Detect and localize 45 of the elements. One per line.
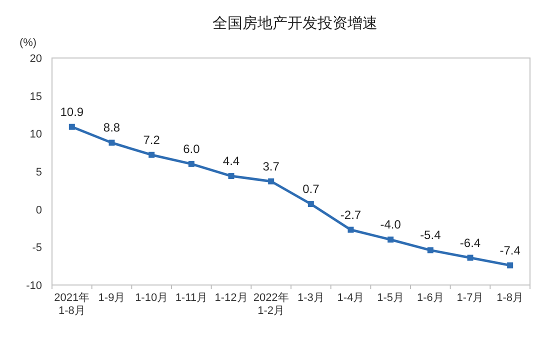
point bbox=[467, 254, 474, 261]
point bbox=[388, 236, 394, 243]
data-label: 4.4 bbox=[222, 154, 240, 168]
x-tick-label: 1-5月 bbox=[377, 292, 404, 304]
x-tick-label: 2021年 1-8月 bbox=[54, 292, 90, 318]
x-tick-label: 1-12月 bbox=[214, 292, 248, 304]
point bbox=[148, 152, 155, 158]
y-tick-label: 15 bbox=[30, 90, 42, 103]
x-tick-label: 1-10月 bbox=[135, 292, 168, 304]
data-label: 0.7 bbox=[302, 182, 320, 196]
title: 全国房地产开发投资增速 bbox=[212, 15, 378, 32]
point bbox=[68, 124, 75, 130]
y-tick-label: 5 bbox=[36, 166, 42, 178]
data-label: -7.4 bbox=[500, 243, 521, 258]
x-tick-label: 1-7月 bbox=[456, 292, 484, 304]
y-tick-label: 0 bbox=[36, 204, 42, 216]
data-label: 6.0 bbox=[183, 142, 200, 156]
x-tick-label: 1-11月 bbox=[175, 292, 208, 304]
data-label: 8.8 bbox=[103, 120, 120, 135]
x-tick-label: 1-9月 bbox=[98, 292, 126, 304]
x-tick-label: 1-8月 bbox=[496, 292, 524, 304]
y-tick-label: -5 bbox=[32, 242, 42, 254]
x-tick-label: 2022年 1-2月 bbox=[253, 292, 289, 318]
x-tick-label: 1-6月 bbox=[416, 292, 444, 304]
data-label: -2.7 bbox=[340, 208, 362, 222]
data-label: 3.7 bbox=[262, 159, 280, 174]
point bbox=[108, 140, 115, 146]
data-label: -4.0 bbox=[380, 218, 402, 232]
x-tick-label: 1-4月 bbox=[337, 292, 364, 304]
data-label: -5.4 bbox=[420, 228, 442, 242]
ylabel: (%) bbox=[19, 37, 37, 49]
x-tick-label: 1-3月 bbox=[297, 292, 324, 304]
y-tick-label: -10 bbox=[26, 280, 42, 292]
data-label: -6.4 bbox=[460, 236, 481, 250]
y-tick-label: 10 bbox=[30, 128, 42, 141]
point bbox=[228, 173, 234, 180]
point bbox=[308, 201, 314, 208]
data-label: 10.9 bbox=[60, 104, 84, 119]
y-tick-label: 20 bbox=[30, 53, 42, 65]
point bbox=[268, 178, 274, 184]
point bbox=[507, 262, 514, 268]
point bbox=[427, 247, 434, 254]
point bbox=[348, 226, 354, 233]
data-label: 7.2 bbox=[143, 132, 160, 147]
point bbox=[188, 160, 194, 167]
